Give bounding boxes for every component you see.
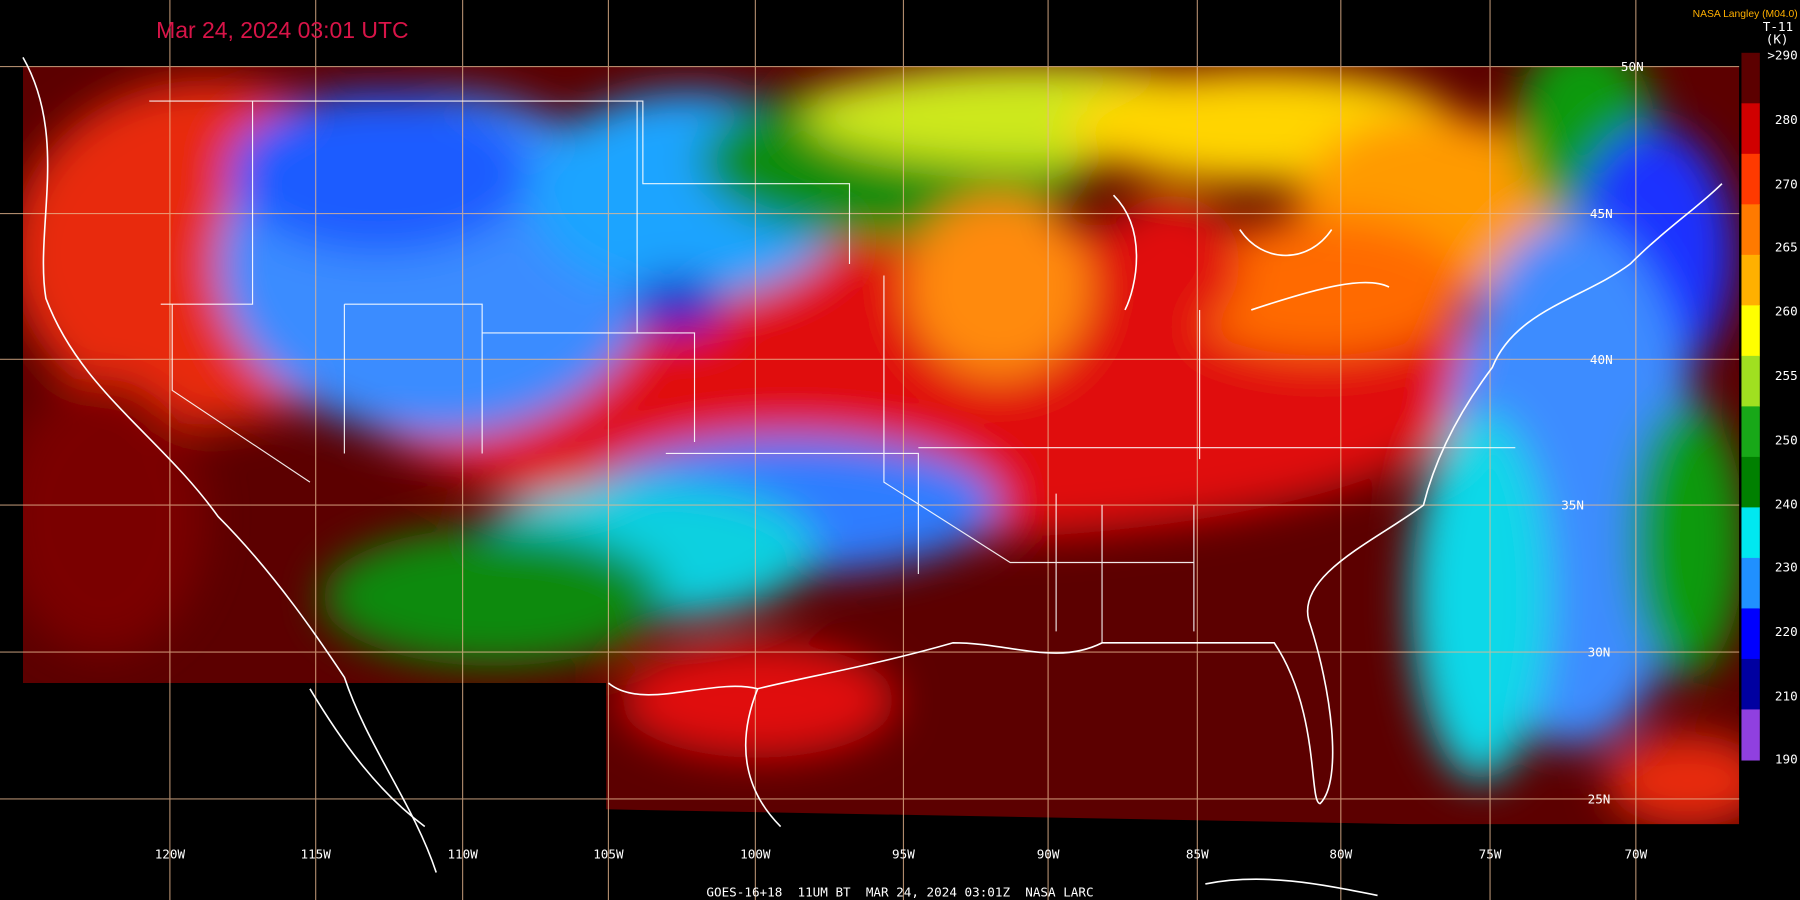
longitude-label: 95W <box>892 847 915 862</box>
colorbar-segment <box>1741 406 1760 458</box>
longitude-label: 120W <box>155 847 186 862</box>
longitude-label: 70W <box>1624 847 1647 862</box>
colorbar-label: 265 <box>1775 239 1798 254</box>
colorbar-label: 210 <box>1775 688 1798 703</box>
colorbar-label: 230 <box>1775 560 1798 575</box>
latitude-label: 30N <box>1588 645 1611 660</box>
colorbar-label: 255 <box>1775 368 1798 383</box>
latitude-label: 25N <box>1588 792 1611 807</box>
colorbar-segment <box>1741 709 1760 761</box>
colorbar-label: 240 <box>1775 497 1798 512</box>
footer: GOES-16+18 11UM BT MAR 24, 2024 03:01Z N… <box>706 885 1093 900</box>
colorbar-segment <box>1741 608 1760 660</box>
unit: (K) <box>1766 32 1789 47</box>
colorbar-segment <box>1741 305 1760 357</box>
credit: NASA Langley (M04.0) <box>1693 9 1798 20</box>
colorbar-segment <box>1741 254 1760 306</box>
colorbar-label: 250 <box>1775 432 1798 447</box>
colorbar <box>1741 52 1760 761</box>
latitude-label: 35N <box>1561 498 1584 513</box>
colorbar-label: 280 <box>1775 112 1798 127</box>
colorbar-segment <box>1741 507 1760 559</box>
latitude-label: 50N <box>1621 59 1644 74</box>
colorbar-segment <box>1741 557 1760 609</box>
product: T-11 <box>1763 19 1793 34</box>
colorbar-label: 260 <box>1775 304 1798 319</box>
longitude-label: 85W <box>1186 847 1209 862</box>
longitude-label: 75W <box>1479 847 1502 862</box>
colorbar-segment <box>1741 204 1760 256</box>
latitude-label: 45N <box>1590 206 1613 221</box>
colorbar-label: >290 <box>1767 48 1797 63</box>
longitude-label: 105W <box>593 847 624 862</box>
longitude-label: 115W <box>301 847 332 862</box>
state-borders <box>149 100 1516 643</box>
colorbar-segment <box>1741 153 1760 205</box>
longitude-label: 110W <box>447 847 478 862</box>
longitude-label: 90W <box>1037 847 1060 862</box>
longitude-label: 80W <box>1329 847 1352 862</box>
colorbar-segment <box>1741 103 1760 155</box>
colorbar-label: 190 <box>1775 751 1798 766</box>
colorbar-segment <box>1741 456 1760 508</box>
colorbar-segment <box>1741 355 1760 407</box>
colorbar-label: 270 <box>1775 176 1798 191</box>
colorbar-segment <box>1741 658 1760 711</box>
colorbar-label: 220 <box>1775 624 1798 639</box>
longitude-label: 100W <box>740 847 771 862</box>
latitude-label: 40N <box>1590 352 1613 367</box>
graticule <box>0 0 1740 900</box>
colorbar-segment <box>1741 52 1760 104</box>
coastlines <box>22 56 1723 897</box>
map-title: Mar 24, 2024 03:01 UTC <box>156 17 408 43</box>
